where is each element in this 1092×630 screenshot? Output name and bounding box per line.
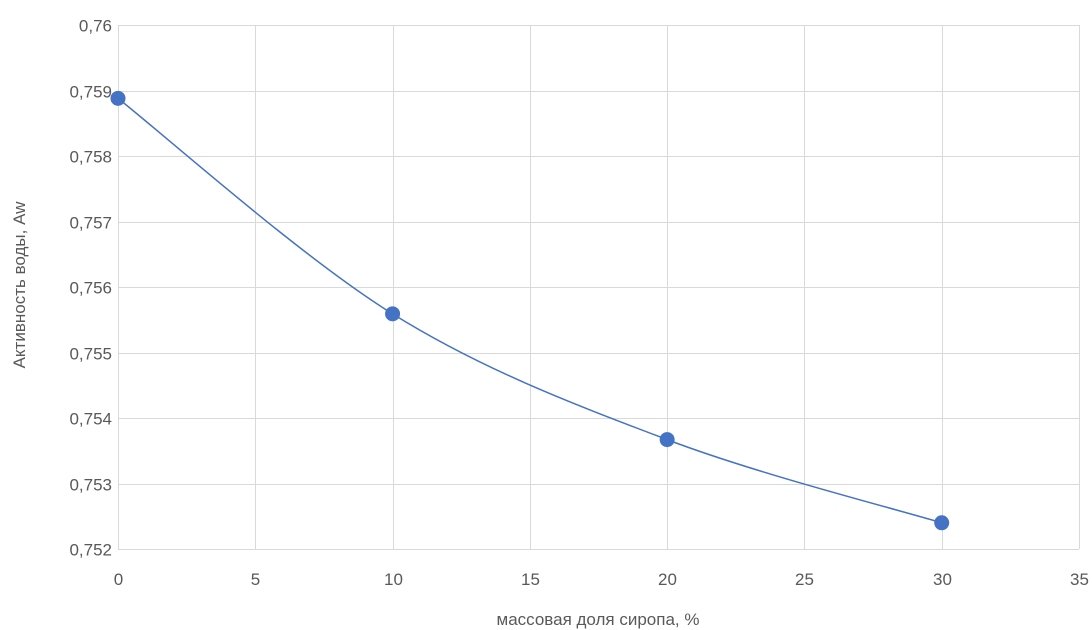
data-point — [934, 515, 950, 531]
x-tick-label: 30 — [933, 570, 952, 589]
y-tick-label: 0,755 — [69, 345, 112, 364]
x-axis-ticks: 0 5 10 15 20 25 30 35 — [114, 570, 1089, 589]
y-tick-label: 0,756 — [69, 279, 112, 298]
x-tick-label: 5 — [251, 570, 260, 589]
series-layer — [110, 90, 950, 531]
y-axis-title: Активность воды, Aw — [10, 201, 29, 369]
data-point — [110, 90, 126, 106]
x-tick-label: 0 — [114, 570, 123, 589]
y-tick-label: 0,759 — [69, 83, 112, 102]
chart-grid — [118, 25, 1080, 550]
y-tick-label: 0,753 — [69, 476, 112, 495]
x-tick-label: 35 — [1070, 570, 1089, 589]
y-tick-label: 0,757 — [69, 214, 112, 233]
y-tick-label: 0,754 — [69, 410, 112, 429]
y-tick-label: 0,758 — [69, 148, 112, 167]
y-tick-label: 0,752 — [69, 541, 112, 560]
x-tick-label: 10 — [384, 570, 403, 589]
data-point — [659, 432, 675, 448]
series-line — [117, 97, 942, 524]
x-axis-title: массовая доля сиропа, % — [497, 610, 700, 629]
x-tick-label: 25 — [795, 570, 814, 589]
data-point — [385, 306, 401, 322]
y-axis-ticks: 0,752 0,753 0,754 0,755 0,756 0,757 0,758 0,759… — [69, 17, 112, 560]
y-tick-label: 0,76 — [79, 17, 112, 36]
x-tick-label: 20 — [658, 570, 677, 589]
x-tick-label: 15 — [521, 570, 540, 589]
